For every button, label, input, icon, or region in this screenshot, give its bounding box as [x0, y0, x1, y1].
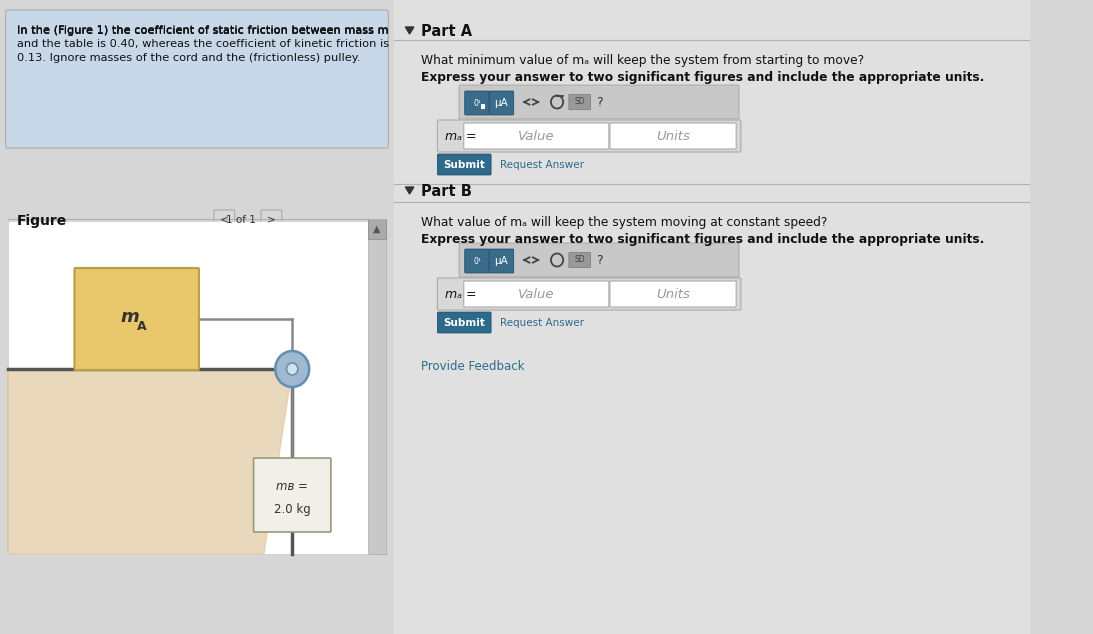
FancyBboxPatch shape	[367, 219, 387, 554]
Circle shape	[286, 363, 298, 375]
Text: What value of mₐ will keep the system moving at constant speed?: What value of mₐ will keep the system mo…	[421, 216, 827, 229]
FancyBboxPatch shape	[393, 0, 1031, 634]
Text: Express your answer to two significant figures and include the appropriate units: Express your answer to two significant f…	[421, 233, 985, 246]
FancyBboxPatch shape	[459, 243, 739, 277]
FancyBboxPatch shape	[610, 281, 737, 307]
FancyBboxPatch shape	[437, 312, 491, 333]
Text: mʙ =: mʙ =	[277, 480, 308, 493]
Text: 2.0 kg: 2.0 kg	[274, 503, 310, 516]
FancyBboxPatch shape	[465, 91, 490, 115]
FancyBboxPatch shape	[214, 210, 235, 229]
FancyBboxPatch shape	[437, 278, 741, 310]
Text: mₐ =: mₐ =	[445, 287, 477, 301]
FancyBboxPatch shape	[254, 458, 331, 532]
Text: and the table is 0.40, whereas the coefficient of kinetic friction is: and the table is 0.40, whereas the coeff…	[17, 39, 389, 49]
Text: <: <	[220, 215, 228, 225]
Polygon shape	[8, 369, 292, 554]
Text: In the (Figure 1) the coefficient of static friction between mass m: In the (Figure 1) the coefficient of sta…	[17, 26, 389, 36]
FancyBboxPatch shape	[459, 85, 739, 119]
FancyBboxPatch shape	[490, 91, 514, 115]
Text: 0¹: 0¹	[473, 257, 481, 266]
Text: In the (Figure 1) the coefficient of static friction between mass m: In the (Figure 1) the coefficient of sta…	[17, 26, 396, 36]
Polygon shape	[406, 187, 414, 194]
FancyBboxPatch shape	[463, 123, 609, 149]
Text: A: A	[137, 320, 146, 332]
Text: SD: SD	[575, 98, 585, 107]
FancyBboxPatch shape	[465, 249, 490, 273]
FancyBboxPatch shape	[610, 123, 737, 149]
Text: μA: μA	[495, 256, 508, 266]
FancyBboxPatch shape	[5, 10, 388, 148]
Polygon shape	[406, 27, 414, 34]
Text: Figure: Figure	[17, 214, 67, 228]
Text: Express your answer to two significant figures and include the appropriate units: Express your answer to two significant f…	[421, 71, 985, 84]
FancyBboxPatch shape	[437, 154, 491, 175]
Text: Value: Value	[518, 287, 554, 301]
Text: SD: SD	[575, 256, 585, 264]
Text: mₐ =: mₐ =	[445, 129, 477, 143]
Text: Request Answer: Request Answer	[500, 318, 584, 328]
Text: Part B: Part B	[421, 183, 472, 198]
FancyBboxPatch shape	[490, 249, 514, 273]
Text: Value: Value	[518, 129, 554, 143]
Text: m: m	[120, 308, 140, 326]
Circle shape	[275, 351, 309, 387]
FancyBboxPatch shape	[568, 252, 590, 268]
Text: What minimum value of mₐ will keep the system from starting to move?: What minimum value of mₐ will keep the s…	[421, 54, 865, 67]
FancyBboxPatch shape	[463, 281, 609, 307]
FancyBboxPatch shape	[568, 94, 590, 110]
FancyBboxPatch shape	[8, 221, 387, 554]
Text: Part A: Part A	[421, 23, 472, 39]
Text: ?: ?	[596, 96, 603, 108]
Text: Provide Feedback: Provide Feedback	[421, 359, 525, 373]
Text: 0.13. Ignore masses of the cord and the (frictionless) pulley.: 0.13. Ignore masses of the cord and the …	[17, 53, 361, 63]
FancyBboxPatch shape	[367, 219, 387, 239]
FancyBboxPatch shape	[261, 210, 282, 229]
FancyBboxPatch shape	[74, 268, 199, 370]
Text: Units: Units	[656, 129, 690, 143]
FancyBboxPatch shape	[481, 104, 485, 109]
Text: Submit: Submit	[443, 318, 484, 328]
Text: ?: ?	[596, 254, 603, 266]
Text: In the (Figure 1) the coefficient of static friction between mass m: In the (Figure 1) the coefficient of sta…	[17, 25, 389, 35]
Text: Request Answer: Request Answer	[500, 160, 584, 170]
Text: 0¹: 0¹	[473, 98, 481, 108]
FancyBboxPatch shape	[437, 120, 741, 152]
Text: μA: μA	[495, 98, 508, 108]
Text: ▲: ▲	[374, 224, 380, 234]
Text: >: >	[267, 215, 275, 225]
Text: 1 of 1: 1 of 1	[226, 215, 256, 225]
Text: Units: Units	[656, 287, 690, 301]
Text: Submit: Submit	[443, 160, 484, 170]
